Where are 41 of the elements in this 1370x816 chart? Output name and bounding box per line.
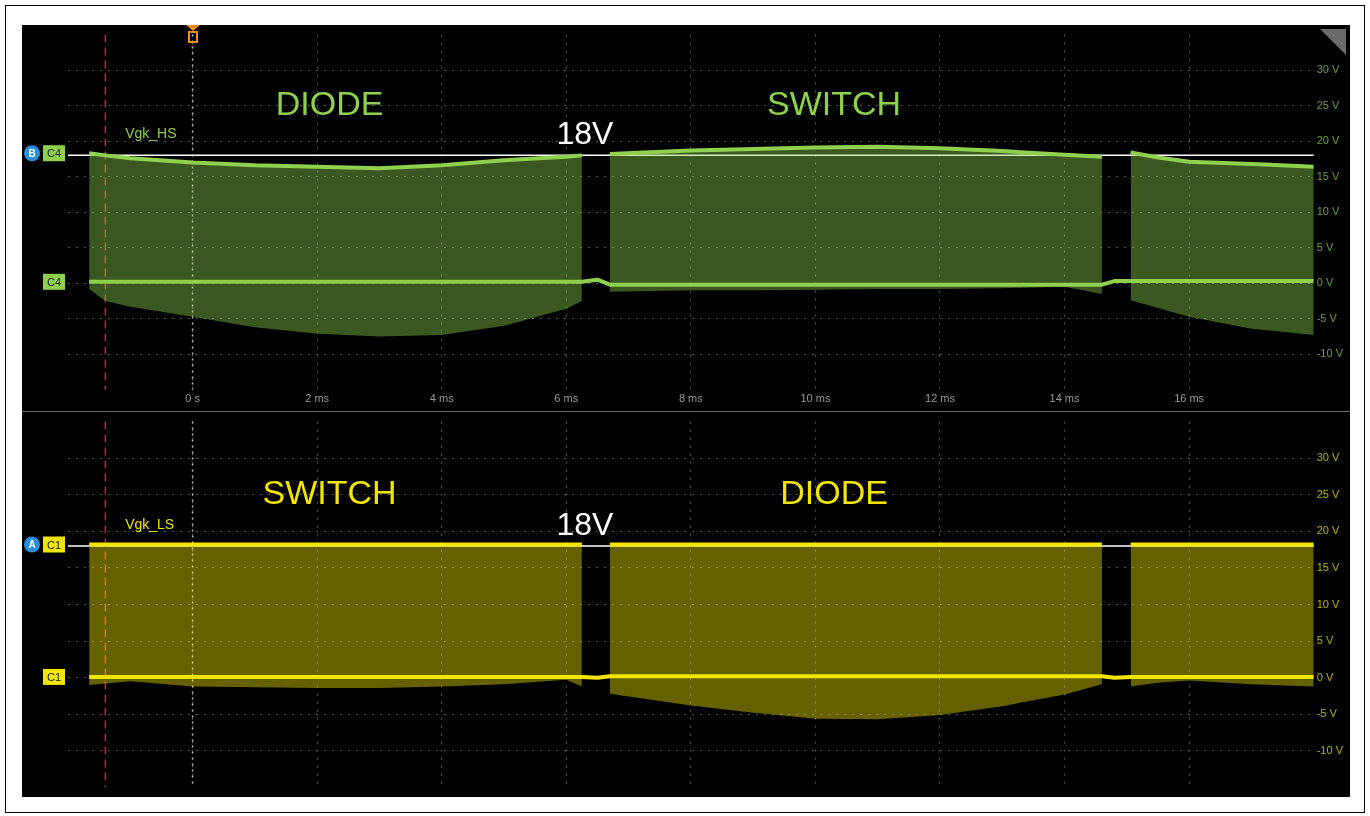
text: C1 — [46, 670, 62, 683]
y-tick-label: 20 V — [1316, 134, 1340, 147]
x-tick-label: 4 ms — [429, 392, 455, 405]
x-tick-label: 14 ms — [1049, 392, 1081, 405]
y-tick-label: 15 V — [1316, 169, 1340, 182]
y-tick-label: 30 V — [1316, 63, 1340, 76]
annotation: SWITCH — [767, 84, 902, 123]
y-tick-label: 25 V — [1316, 98, 1340, 111]
y-tick-label: 0 V — [1316, 670, 1334, 683]
x-tick-label: 2 ms — [305, 392, 330, 405]
annotation: SWITCH — [262, 473, 397, 512]
ref-line-label: 18V — [556, 505, 615, 542]
x-tick-label: 12 ms — [925, 392, 956, 405]
y-tick-label: -10 V — [1316, 743, 1344, 756]
y-tick-label: 20 V — [1316, 524, 1340, 537]
y-tick-label: 0 V — [1316, 276, 1334, 289]
y-tick-label: 5 V — [1316, 240, 1334, 253]
y-tick-label: -5 V — [1316, 311, 1338, 324]
text: C1 — [46, 538, 62, 551]
x-tick-label: 10 ms — [800, 392, 831, 405]
text: C4 — [46, 147, 62, 160]
y-tick-label: -10 V — [1316, 347, 1344, 360]
x-tick-label: 16 ms — [1174, 392, 1205, 405]
text: B — [28, 147, 36, 159]
annotation: DIODE — [780, 473, 888, 512]
y-tick-label: 5 V — [1316, 634, 1334, 647]
text: C4 — [46, 275, 62, 288]
x-tick-label: 0 s — [185, 392, 201, 405]
y-tick-label: 25 V — [1316, 487, 1340, 500]
x-tick-label: 6 ms — [554, 392, 579, 405]
y-tick-label: 10 V — [1316, 597, 1340, 610]
ref-line-label: 18V — [556, 115, 615, 152]
series-label: Vgk_HS — [125, 125, 177, 142]
x-tick-label: 8 ms — [678, 392, 704, 405]
series-label: Vgk_LS — [125, 516, 175, 533]
y-tick-label: 15 V — [1316, 560, 1340, 573]
y-tick-label: 30 V — [1316, 451, 1340, 464]
y-tick-label: 10 V — [1316, 205, 1340, 218]
y-tick-label: -5 V — [1316, 707, 1338, 720]
text: A — [28, 539, 36, 551]
annotation: DIODE — [275, 84, 384, 123]
